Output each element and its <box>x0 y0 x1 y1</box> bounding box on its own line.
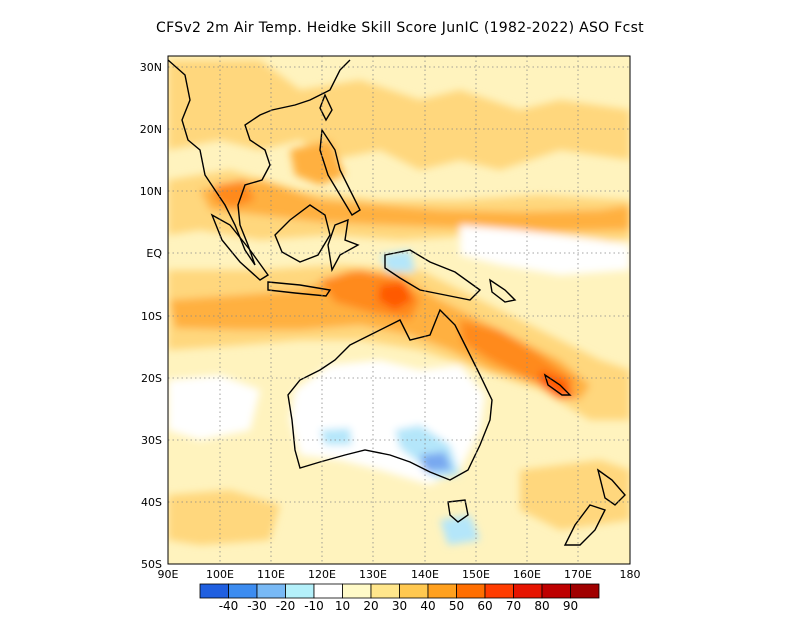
coastline-sulawesi <box>327 218 360 273</box>
colorbar-label: -20 <box>276 599 296 613</box>
lat-tick-label: 30N <box>140 61 162 74</box>
colorbar-label: 70 <box>506 599 521 613</box>
lat-tick-label: 10N <box>140 185 162 198</box>
lat-tick-label: 40S <box>141 496 162 509</box>
colorbar: -40 -30 -20 -10 10 20 30 40 50 60 70 80 90 <box>199 583 600 613</box>
map-title: CFSv2 2m Air Temp. Heidke Skill Score Ju… <box>156 20 644 36</box>
colorbar-swatch <box>228 583 258 599</box>
latitude-axis: 30N 20N 10N EQ 10S 20S 30S 40S 50S <box>140 61 163 571</box>
lat-tick-label: EQ <box>146 247 162 260</box>
coastline-new-zealand <box>563 504 606 546</box>
coastlines <box>168 59 626 546</box>
colorbar-swatch <box>199 583 229 599</box>
colorbar-label: 10 <box>335 599 350 613</box>
coastline-islands <box>543 373 572 396</box>
negative-skill-patch <box>320 428 352 445</box>
extreme-skill-patch <box>378 282 412 310</box>
moderate-skill-patch <box>168 60 630 170</box>
colorbar-label: -30 <box>247 599 267 613</box>
lon-tick-label: 170E <box>564 568 592 581</box>
colorbar-swatch <box>285 583 315 599</box>
colorbar-swatch <box>342 583 372 599</box>
colorbar-label: 90 <box>563 599 578 613</box>
coastline-tasmania <box>447 499 469 523</box>
lat-tick-label: 10S <box>141 310 162 323</box>
colorbar-label: -10 <box>304 599 324 613</box>
low-skill-region <box>460 225 630 275</box>
colorbar-swatch <box>570 583 600 599</box>
grid <box>168 56 630 564</box>
high-skill-band <box>170 270 590 400</box>
colorbar-swatch <box>456 583 486 599</box>
lon-tick-label: 120E <box>308 568 336 581</box>
colorbar-label: 50 <box>449 599 464 613</box>
lon-tick-label: 90E <box>158 568 179 581</box>
skill-field <box>168 56 630 564</box>
coastline-new-zealand <box>596 468 626 506</box>
colorbar-label: 80 <box>534 599 549 613</box>
coastline-taiwan <box>319 93 333 122</box>
longitude-axis: 90E 100E 110E 120E 130E 140E 150E 160E 1… <box>158 568 641 581</box>
lon-tick-label: 130E <box>359 568 387 581</box>
coastline-islands <box>489 278 517 303</box>
coastline-philippines <box>319 127 361 216</box>
colorbar-swatch <box>256 583 286 599</box>
coastline-borneo <box>274 204 331 263</box>
colorbar-label: -40 <box>219 599 239 613</box>
colorbar-label: 20 <box>363 599 378 613</box>
lat-tick-label: 30S <box>141 434 162 447</box>
lon-tick-label: 100E <box>206 568 234 581</box>
lon-tick-label: 110E <box>257 568 285 581</box>
coastline-australia <box>287 308 493 481</box>
lon-tick-label: 180 <box>620 568 641 581</box>
lat-tick-label: 50S <box>141 558 162 571</box>
colorbar-swatch <box>313 583 343 599</box>
negative-skill-patch <box>380 250 415 272</box>
colorbar-swatch <box>399 583 429 599</box>
coastline-asia <box>168 59 351 266</box>
strong-negative-patch <box>420 452 452 472</box>
colorbar-label: 60 <box>477 599 492 613</box>
lon-tick-label: 160E <box>513 568 541 581</box>
lat-tick-label: 20N <box>140 123 162 136</box>
coastline-sumatra <box>210 213 270 281</box>
coastline-new-guinea <box>384 249 482 301</box>
lat-tick-label: 20S <box>141 372 162 385</box>
map-frame <box>167 55 631 565</box>
colorbar-swatch <box>484 583 514 599</box>
coastline-java <box>267 281 332 297</box>
low-skill-region <box>168 375 260 440</box>
colorbar-swatch <box>370 583 400 599</box>
negative-skill-patch <box>440 515 480 545</box>
moderate-skill-patch <box>168 490 280 545</box>
high-skill-patch <box>290 140 345 185</box>
colorbar-swatch <box>427 583 457 599</box>
colorbar-swatch <box>541 583 571 599</box>
colorbar-swatch <box>513 583 543 599</box>
colorbar-label: 30 <box>392 599 407 613</box>
lon-tick-label: 150E <box>462 568 490 581</box>
colorbar-label: 40 <box>420 599 435 613</box>
lon-tick-label: 140E <box>411 568 439 581</box>
high-skill-band <box>200 180 630 232</box>
moderate-skill-patch <box>520 460 630 530</box>
